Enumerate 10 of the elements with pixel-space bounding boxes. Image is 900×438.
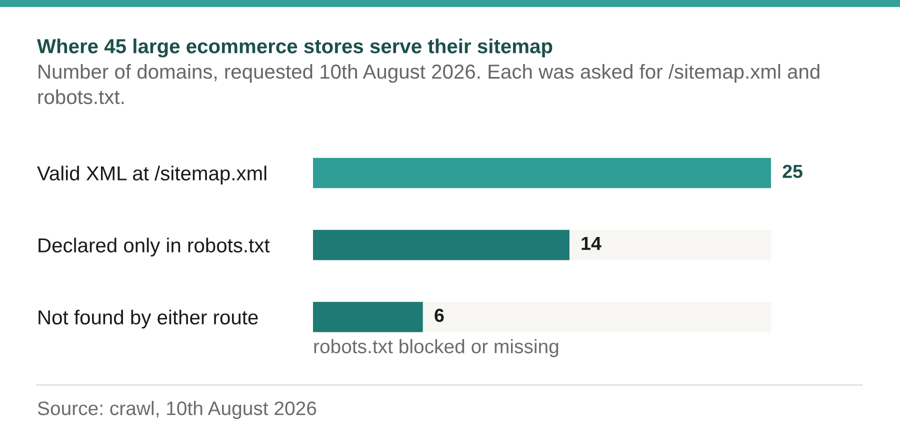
y-tick-label: Not found by either route	[38, 310, 258, 328]
y-tick-label: Valid XML at /sitemap.xml	[37, 166, 266, 184]
data-label: 25	[782, 164, 802, 178]
data-label: 6	[434, 308, 444, 322]
chart-subtitle: Number of domains, requested 10th August 2026. Each was asked for /sitemap.xml and robots.txt.	[38, 64, 820, 104]
annotation: robots.txt blocked or missing	[314, 339, 558, 358]
y-tick-label: Declared only in robots.txt	[38, 238, 270, 256]
chart-title: Where 45 large ecommerce stores serve their sitemap	[37, 38, 552, 58]
source-note: Source: crawl, 10th August 2026	[38, 400, 316, 420]
data-label: 14	[582, 236, 602, 250]
